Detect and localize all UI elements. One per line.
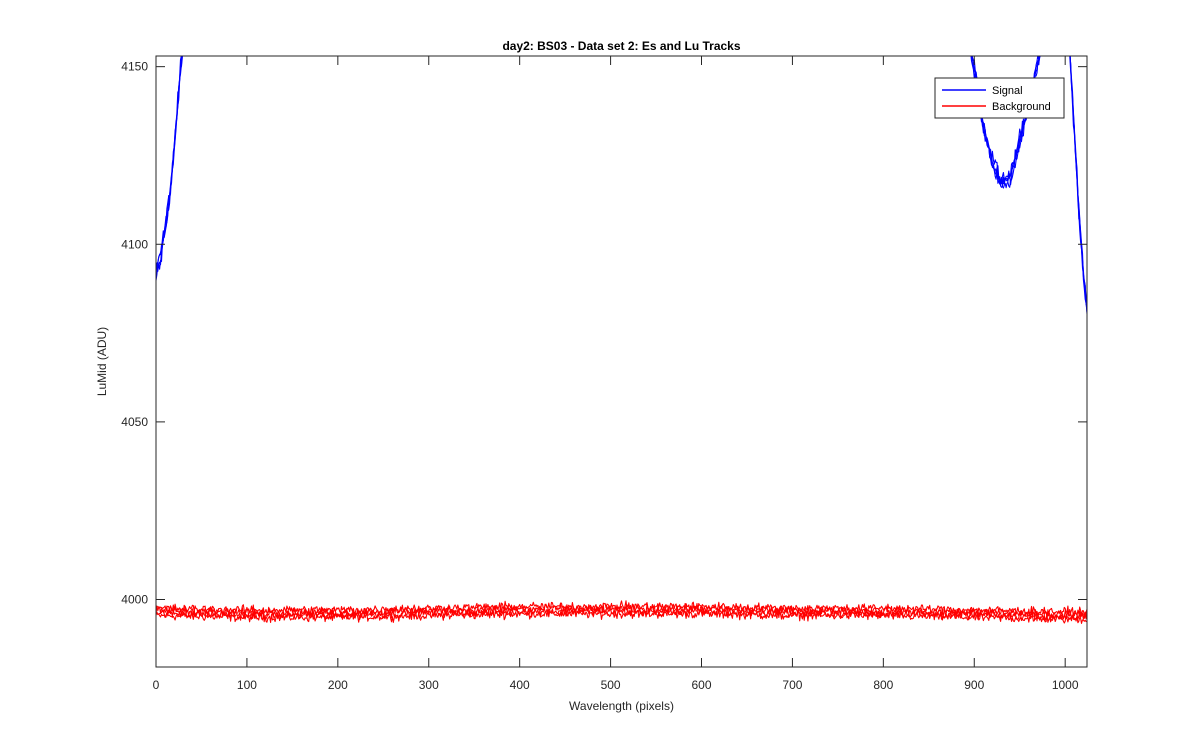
y-tick-label: 4050 [121, 415, 148, 429]
y-tick-label: 4000 [121, 593, 148, 607]
x-tick-label: 800 [873, 678, 893, 692]
x-tick-label: 200 [328, 678, 348, 692]
x-tick-label: 600 [691, 678, 711, 692]
plot-area [156, 56, 1087, 667]
legend-box [934, 77, 1065, 119]
legend-label-signal: Signal [992, 85, 1023, 97]
x-tick-label: 1000 [1052, 678, 1079, 692]
x-tick-label: 400 [510, 678, 530, 692]
x-tick-label: 300 [419, 678, 439, 692]
series-line-background [156, 600, 1087, 618]
x-tick-label: 100 [237, 678, 257, 692]
legend: Signal Background [934, 77, 1065, 119]
x-tick-label: 0 [153, 678, 160, 692]
legend-label-background: Background [992, 101, 1051, 113]
x-tick-label: 900 [964, 678, 984, 692]
series-layer [156, 56, 1087, 624]
ticks-layer: 0 100 200 300 400 500 600 700 800 900 1000 4000 4050… [121, 56, 1087, 692]
y-axis-label: LuMid (ADU) [95, 327, 109, 396]
chart-title: day2: BS03 - Data set 2: Es and Lu Track… [502, 39, 740, 53]
y-tick-label: 4150 [121, 60, 148, 74]
x-tick-label: 500 [601, 678, 621, 692]
x-axis-label: Wavelength (pixels) [569, 699, 674, 713]
x-tick-label: 700 [782, 678, 802, 692]
axes-box [155, 55, 1088, 668]
y-tick-label: 4100 [121, 237, 148, 251]
